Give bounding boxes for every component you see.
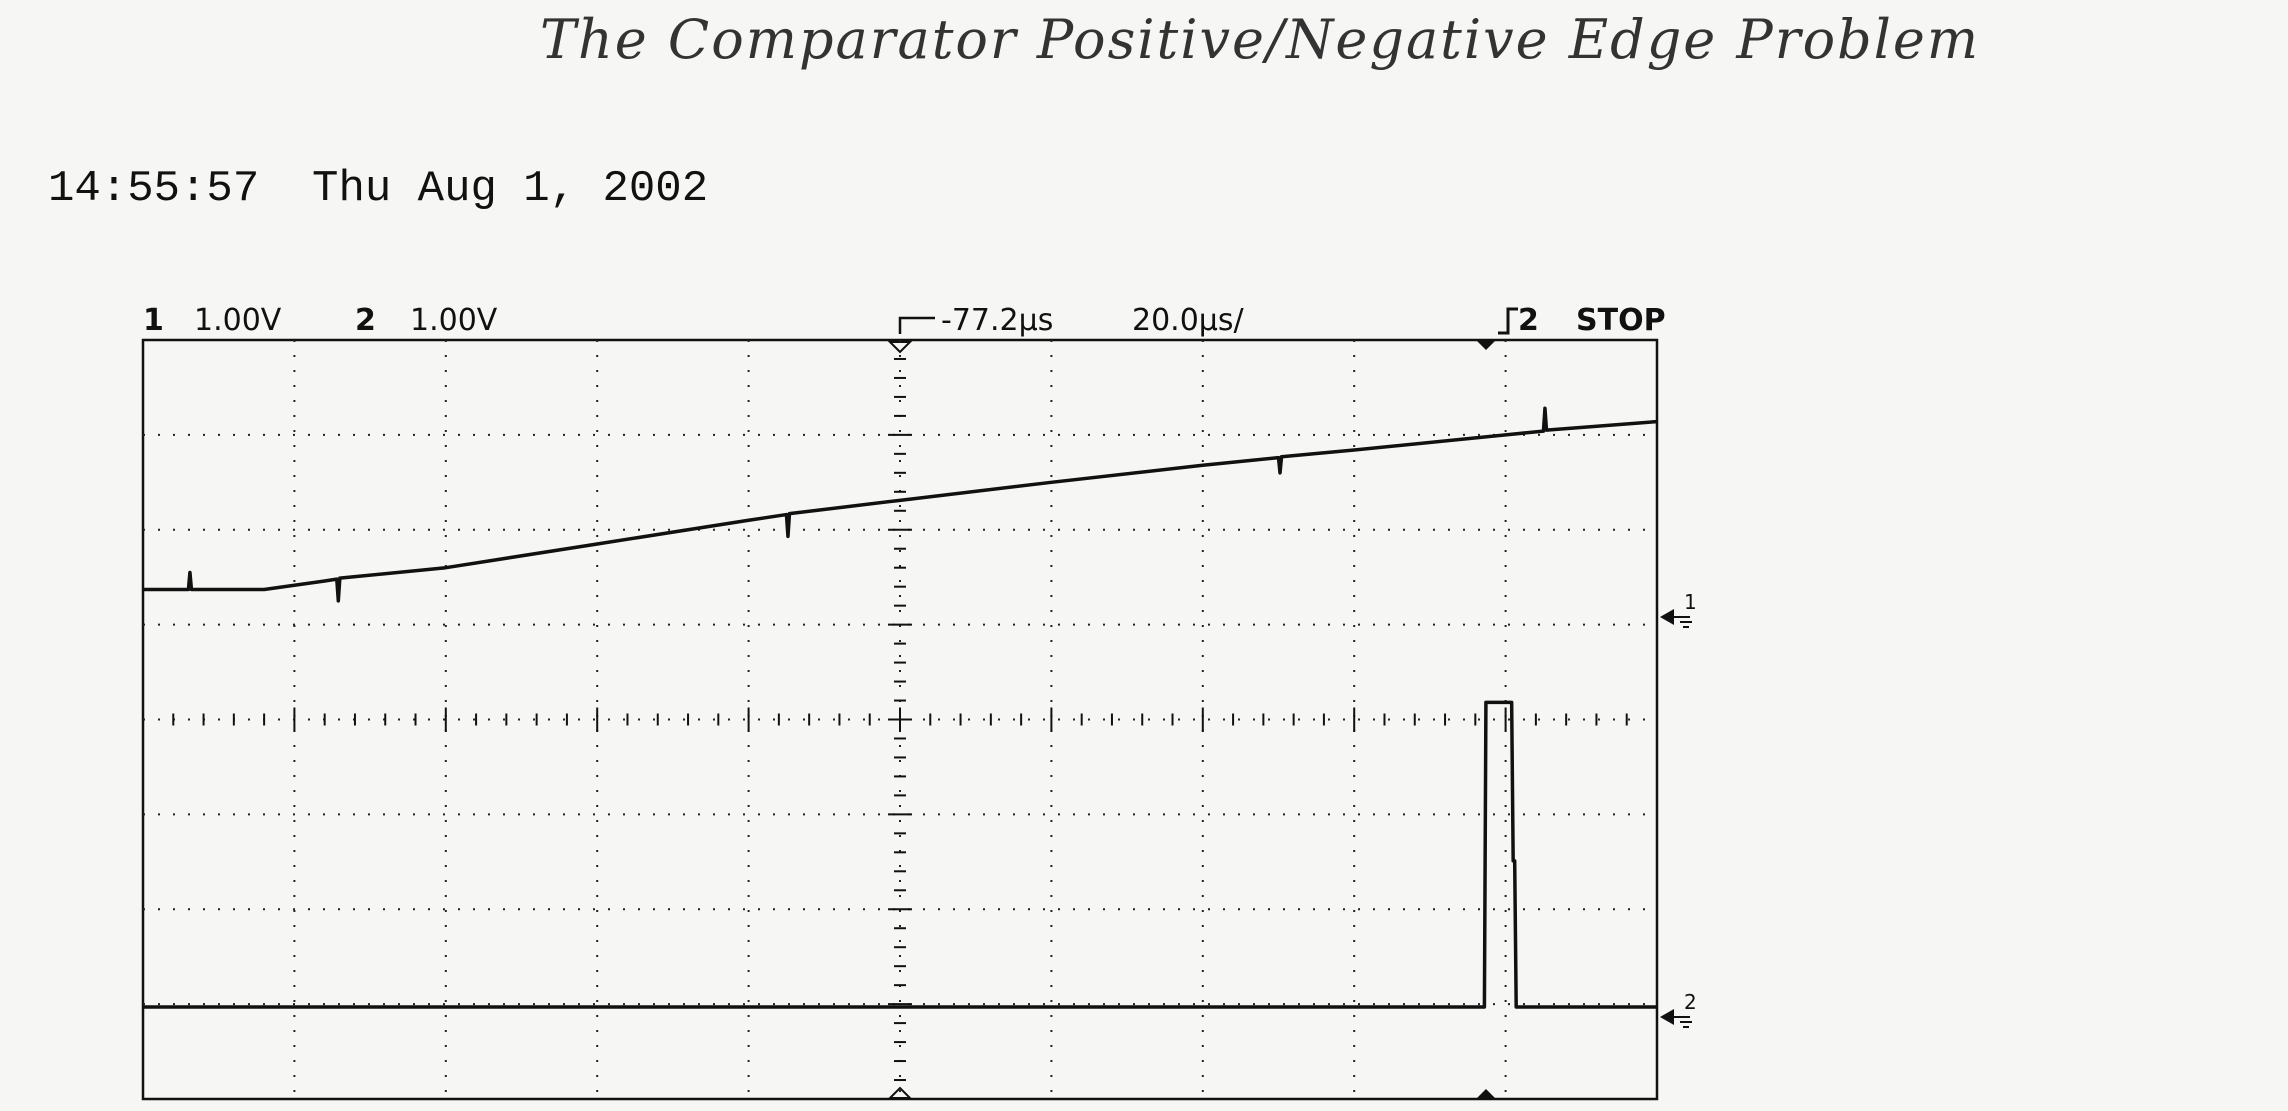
channel-label: 1	[143, 303, 164, 338]
timestamp: 14:55:57 Thu Aug 1, 2002	[48, 164, 708, 214]
trigger-delay-icon	[898, 316, 935, 334]
ground-label: 2	[1684, 990, 1697, 1014]
trace	[143, 700, 1657, 1009]
trigger-delay: -77.2µs	[941, 303, 1053, 338]
time-per-division: 20.0µs/	[1132, 303, 1245, 338]
center-marker	[887, 1086, 913, 1099]
trigger-marker	[1476, 1089, 1496, 1099]
run-state: STOP	[1576, 303, 1666, 338]
trigger-source: 2	[1518, 303, 1539, 338]
channel-scale: 1.00V	[410, 303, 498, 338]
trigger-edge-icon	[1498, 307, 1518, 335]
channel-scale: 1.00V	[194, 303, 282, 338]
ground-marker: 1	[1660, 590, 1697, 628]
ground-marker: 2	[1660, 990, 1697, 1028]
trigger-marker	[1476, 340, 1496, 350]
center-marker	[887, 341, 913, 354]
trace	[143, 406, 1658, 603]
handwritten-title: The Comparator Positive/Negative Edge Pr…	[540, 8, 1980, 71]
channel-label: 2	[355, 303, 376, 338]
ground-label: 1	[1684, 590, 1697, 614]
